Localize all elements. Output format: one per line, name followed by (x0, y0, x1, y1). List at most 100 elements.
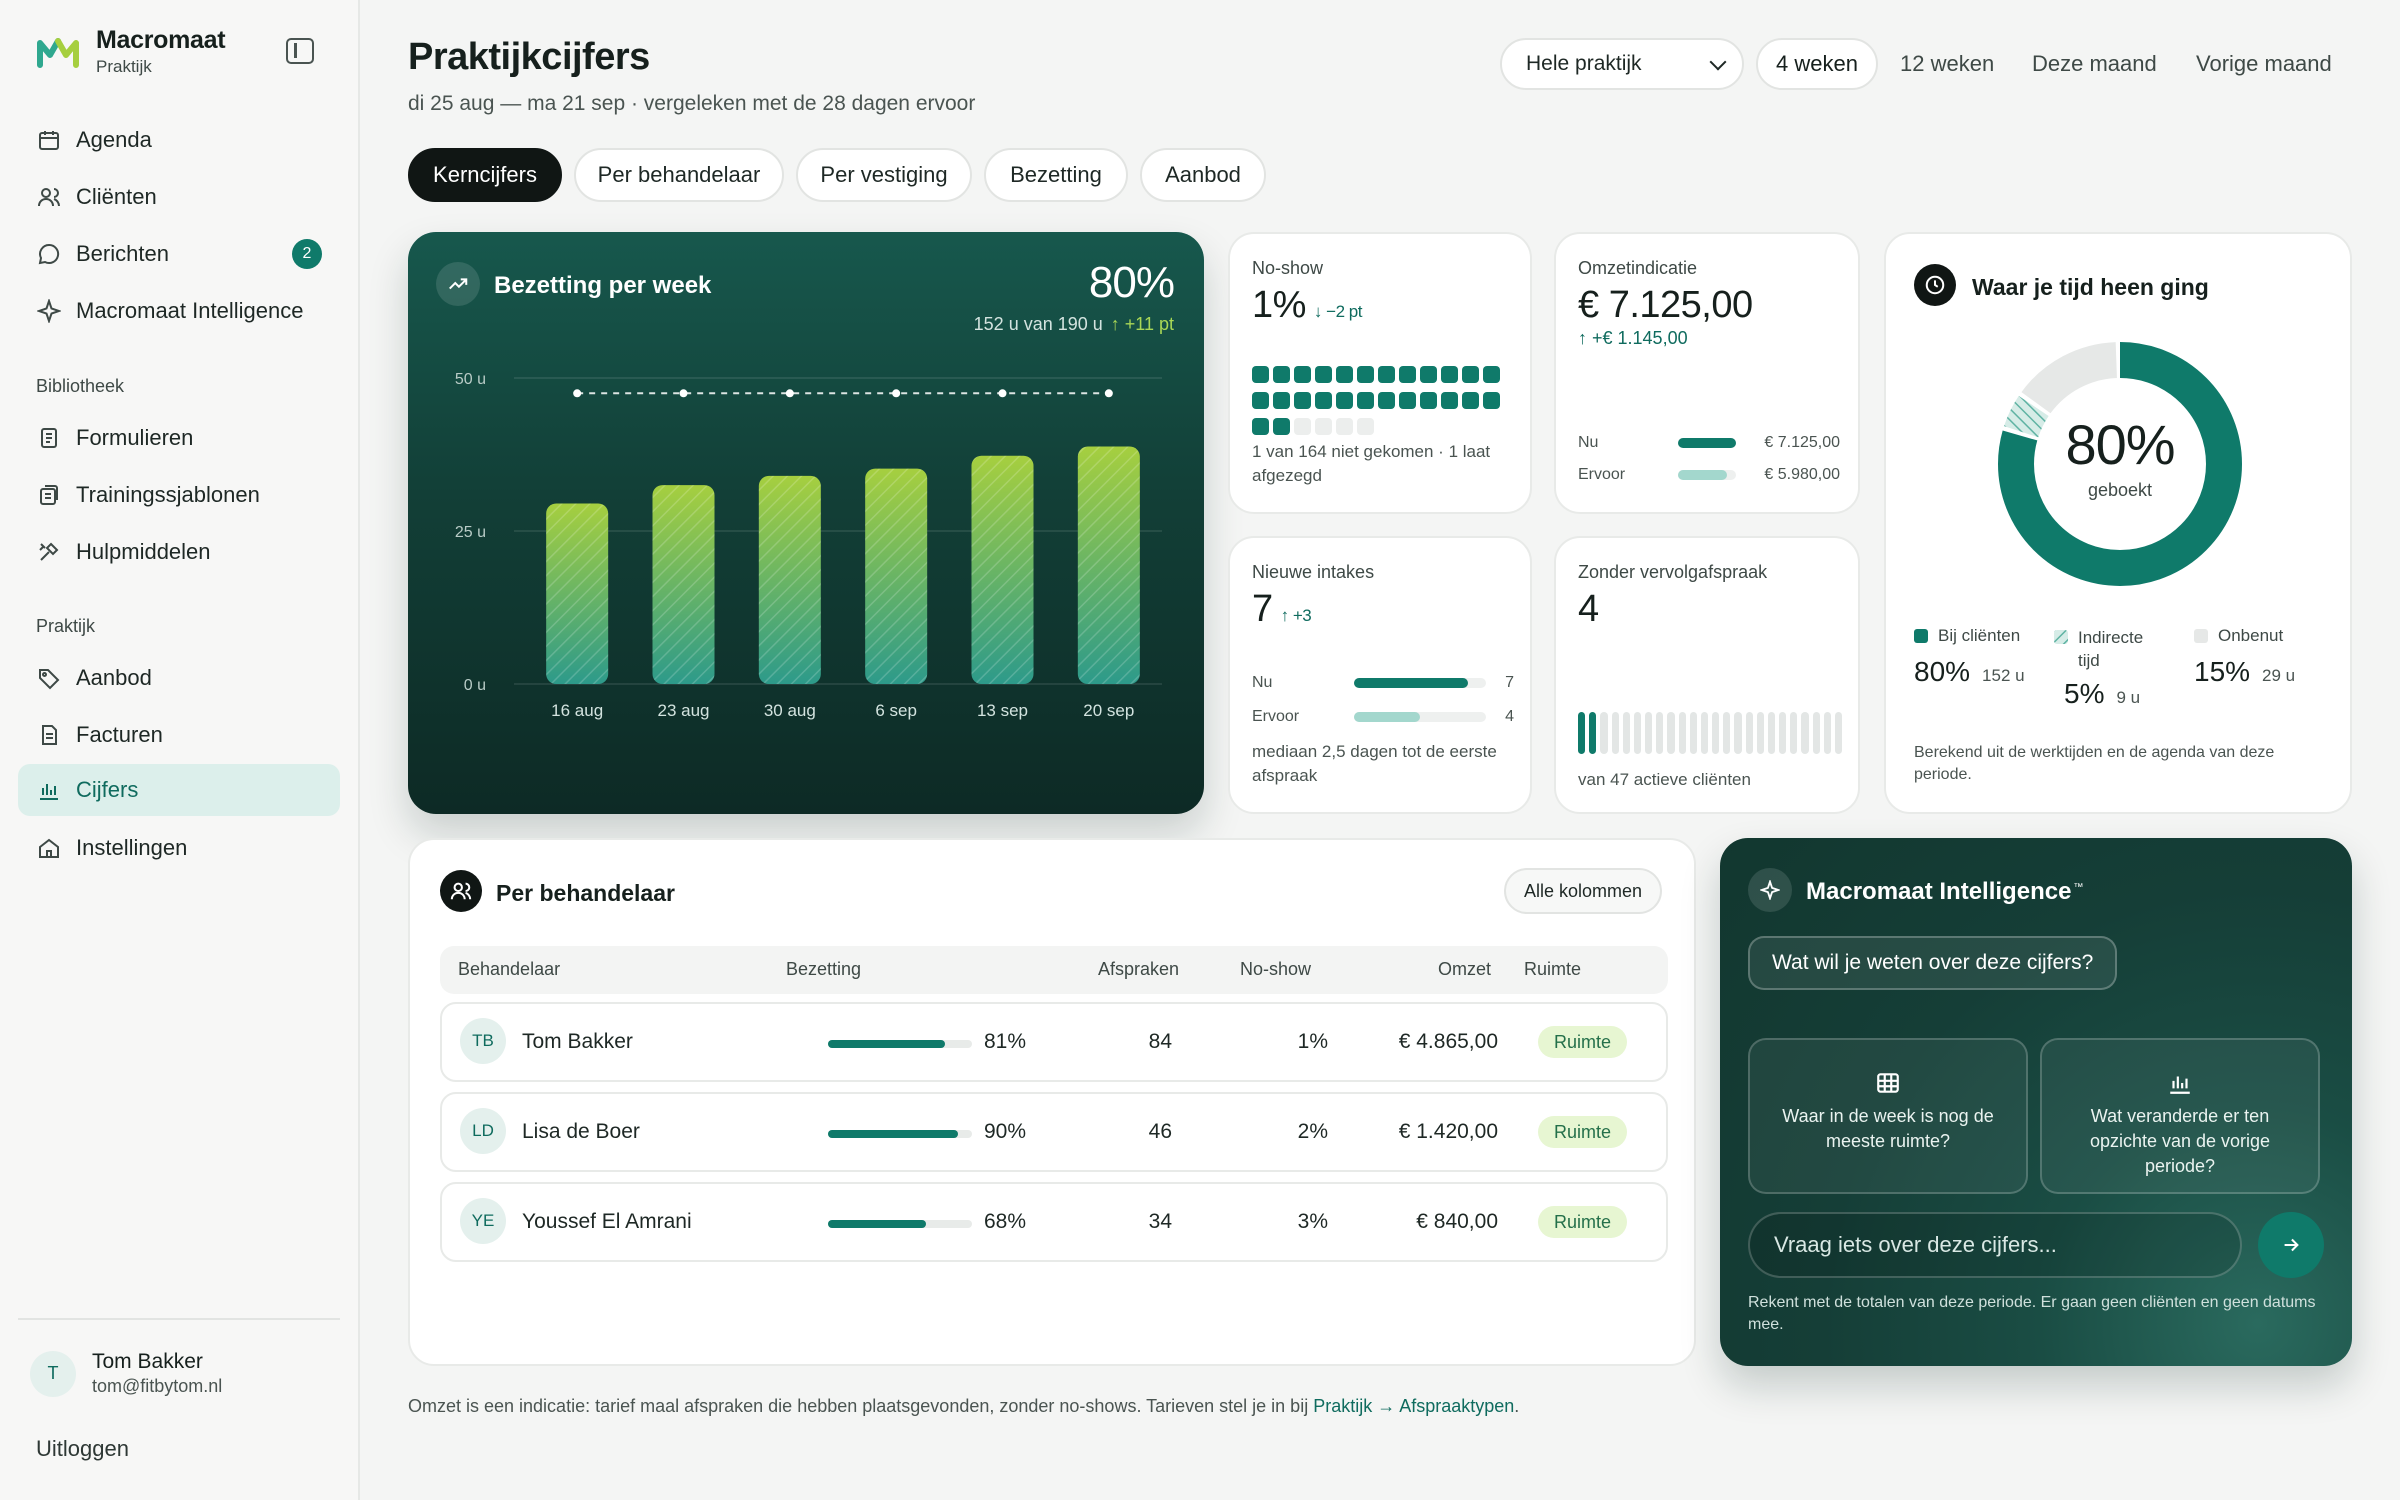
x-tick-label: 30 aug (764, 701, 816, 720)
range-deze-maand[interactable]: Deze maand (2032, 51, 2157, 76)
send-arrow-icon[interactable] (2258, 1212, 2324, 1278)
all-columns-button[interactable]: Alle kolommen (1504, 868, 1663, 914)
sidebar-item-label: Cijfers (76, 777, 139, 802)
tab-per-behandelaar[interactable]: Per behandelaar (574, 148, 784, 202)
legend-hours: 152 u (1982, 666, 2025, 685)
ai-question-chip[interactable]: Wat wil je weten over deze cijfers? (1748, 936, 2118, 990)
noshow-cell (1483, 392, 1500, 409)
sidebar-item-facturen[interactable]: Facturen (18, 709, 340, 761)
y-tick-label: 50 u (455, 371, 486, 388)
column-header[interactable]: Behandelaar (458, 959, 561, 979)
section-label-praktijk: Praktijk (36, 616, 96, 636)
noshow-cell (1252, 392, 1269, 409)
avatar: T (30, 1350, 76, 1397)
sidebar-item-label: Aanbod (76, 665, 152, 690)
x-tick-label: 23 aug (658, 701, 710, 720)
brand[interactable]: Macromaat Praktijk (36, 26, 226, 77)
table-row[interactable]: YE Youssef El Amrani 68% 34 3% € 840,00 … (440, 1182, 1668, 1262)
trend-up-icon (436, 262, 480, 306)
tab-kerncijfers[interactable]: Kerncijfers (408, 148, 562, 202)
sidebar-item-hulpmiddelen[interactable]: Hulpmiddelen (18, 526, 340, 578)
tag-icon (36, 665, 62, 691)
hero-percentage: 80% (1088, 258, 1175, 307)
bezetting-bar (828, 1130, 972, 1138)
sparkle-icon (1748, 868, 1792, 912)
user-profile[interactable]: T Tom Bakker tom@fitbytom.nl (30, 1350, 222, 1397)
tab-aanbod[interactable]: Aanbod (1140, 148, 1266, 202)
grid-icon (1877, 1073, 1899, 1093)
message-icon (36, 241, 62, 267)
omzet-now-row: Nu € 7.125,00 (1578, 434, 1840, 452)
logout-link[interactable]: Uitloggen (36, 1436, 129, 1461)
sidebar-item-aanbod[interactable]: Aanbod (18, 652, 340, 704)
sidebar-item-cijfers[interactable]: Cijfers (18, 764, 340, 816)
column-header[interactable]: Bezetting (786, 959, 862, 979)
sidebar-item-agenda[interactable]: Agenda (18, 114, 340, 166)
donut-center-label: geboekt (2087, 480, 2153, 500)
column-header[interactable]: No-show (1240, 959, 1312, 979)
column-header[interactable]: Afspraken (1098, 959, 1180, 979)
table-header: Behandelaar Bezetting Afspraken No-show … (440, 946, 1668, 994)
sidebar-item-trainingssjablonen[interactable]: Trainingssjablonen (18, 469, 340, 521)
vervolg-bar (1589, 712, 1597, 754)
y-tick-label: 25 u (455, 524, 486, 541)
bezetting-bar-chart: 0 u 25 u 50 u 16 aug 23 aug 30 aug 6 sep 13 sep… (455, 371, 1162, 720)
target-point (1104, 389, 1113, 398)
intakes-now-row: Nu 7 (1252, 674, 1514, 692)
legend-name: Indirecte tijd (2078, 628, 2144, 670)
afspraaktypen-link[interactable]: Praktijk → Afspraaktypen (1313, 1396, 1515, 1416)
table-row[interactable]: TB Tom Bakker 81% 84 1% € 4.865,00 Ruimt… (440, 1002, 1668, 1082)
column-header[interactable]: Ruimte (1524, 959, 1582, 979)
vervolg-bar (1801, 712, 1809, 754)
row-omzet: € 840,00 (1416, 1210, 1498, 1233)
row-label: Ervoor (1578, 466, 1626, 483)
range-vorige-maand[interactable]: Vorige maand (2196, 51, 2332, 76)
noshow-cell (1315, 366, 1332, 383)
sidebar-item-clienten[interactable]: Cliënten (18, 171, 340, 223)
bar-hatch (971, 455, 1034, 684)
intakes-card: Nieuwe intakes 7 ↑ +3 Nu 7 Ervoor 4 media… (1228, 536, 1532, 814)
sidebar-item-formulieren[interactable]: Formulieren (18, 412, 340, 464)
sidebar-item-berichten[interactable]: Berichten 2 (18, 228, 340, 280)
vervolg-card: Zonder vervolgafspraak 4 van 47 actieve … (1554, 536, 1860, 814)
behandelaar-title: Per behandelaar (496, 880, 675, 906)
tab-per-vestiging[interactable]: Per vestiging (796, 148, 972, 202)
omzet-delta: ↑ +€ 1.145,00 (1578, 328, 1688, 348)
sidebar-item-instellingen[interactable]: Instellingen (18, 822, 340, 874)
behandelaar-card: Per behandelaar Alle kolommen Behandelaa… (408, 838, 1696, 1366)
tab-bezetting[interactable]: Bezetting (984, 148, 1128, 202)
legend-name: Bij cliënten (1938, 626, 2021, 645)
user-email: tom@fitbytom.nl (92, 1376, 223, 1396)
row-label: Ervoor (1252, 708, 1300, 725)
suggestion-verandering[interactable]: Wat veranderde er ten opzichte van de vo… (2040, 1038, 2320, 1194)
column-header[interactable]: Omzet (1438, 959, 1492, 979)
sidebar: Macromaat Praktijk Agenda Cliënten Beric… (0, 0, 360, 1500)
vervolg-bar (1723, 712, 1731, 754)
ai-ask-input[interactable]: Vraag iets over deze cijfers... (1748, 1212, 2242, 1278)
noshow-cell (1273, 418, 1290, 435)
collapse-sidebar-icon[interactable] (286, 38, 314, 64)
row-bezetting: 68% (984, 1210, 1027, 1233)
row-noshow: 3% (1297, 1210, 1328, 1233)
omzet-value: € 7.125,00 (1578, 284, 1753, 326)
legend-bij-clienten: Bij cliënten 80% 152 u (1914, 626, 2064, 688)
noshow-cell (1294, 366, 1311, 383)
vervolg-bar (1600, 712, 1608, 754)
range-4-weken[interactable]: 4 weken (1756, 38, 1878, 90)
bezetting-fill (828, 1220, 926, 1228)
row-label: Nu (1578, 434, 1599, 451)
sidebar-item-intelligence[interactable]: Macromaat Intelligence (18, 285, 340, 337)
noshow-cell (1420, 392, 1437, 409)
range-12-weken[interactable]: 12 weken (1900, 51, 1995, 76)
user-name: Tom Bakker (92, 1350, 203, 1373)
scope-select[interactable]: Hele praktijk (1500, 38, 1744, 90)
metric-value: 1% ↓ −2 pt (1252, 284, 1362, 327)
row-value: € 7.125,00 (1764, 434, 1840, 451)
table-row[interactable]: LD Lisa de Boer 90% 46 2% € 1.420,00 Rui… (440, 1092, 1668, 1172)
target-point (573, 389, 582, 398)
bar-hatch (1077, 446, 1140, 684)
suggestion-ruimte[interactable]: Waar in de week is nog de meeste ruimte? (1748, 1038, 2028, 1194)
vervolg-bar (1622, 712, 1630, 754)
legend-swatch (1914, 629, 1928, 643)
x-tick-label: 16 aug (551, 701, 603, 720)
